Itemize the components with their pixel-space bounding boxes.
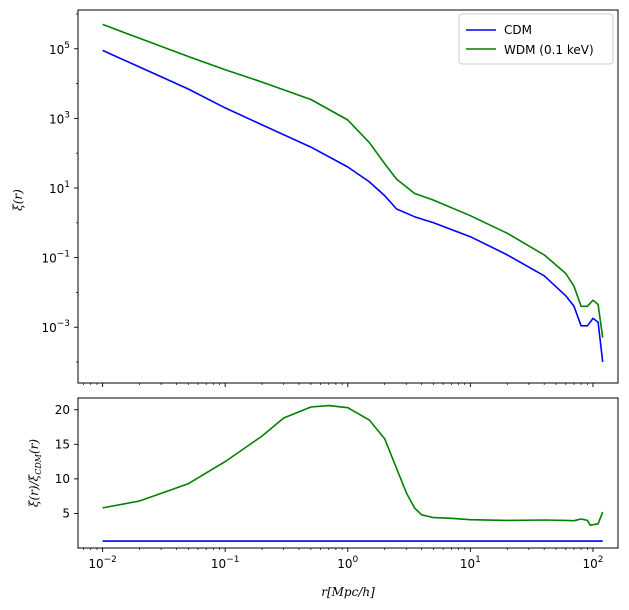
- bottom-y-tick-label: 20: [55, 403, 70, 417]
- bottom-panel: 10−2 10−1 100 101 102 5 10 15 20 ξ(r)/ξCDM(r) r[…: [27, 397, 619, 599]
- bottom-x-tick-label: 10−1: [211, 555, 240, 571]
- legend-box: [458, 13, 614, 65]
- bottom-x-tick-label: 102: [582, 555, 603, 571]
- bottom-y-tick-label: 5: [62, 506, 70, 520]
- bottom-series-group: [102, 404, 604, 542]
- bottom-y-axis-label-tail: (r): [27, 439, 41, 454]
- top-y-tick-label: 10−3: [41, 319, 70, 335]
- top-cdm-line: [102, 49, 604, 363]
- x-axis-label-r: r: [321, 585, 328, 599]
- bottom-ticks-group: 10−2 10−1 100 101 102 5 10 15 20: [55, 403, 604, 571]
- bottom-x-tick-label: 101: [460, 555, 481, 571]
- bottom-y-axis-label-main: ξ(r)/ξ: [27, 473, 41, 507]
- bottom-y-axis-label: ξ(r)/ξCDM(r): [27, 439, 43, 508]
- top-series-group: [102, 23, 604, 363]
- top-y-tick-label: 103: [49, 110, 70, 126]
- top-ticks-group: 10−3 10−1 101 103 105: [41, 13, 594, 387]
- bottom-x-tick-label: 100: [337, 555, 358, 571]
- bottom-series-2-line: [102, 404, 604, 527]
- x-axis-label-units: [Mpc/h]: [327, 585, 375, 599]
- bottom-y-tick-label: 10: [55, 472, 70, 486]
- top-y-tick-label: 101: [49, 180, 70, 196]
- legend-cdm-label: CDM: [504, 23, 532, 37]
- top-y-axis-label: ξ(r): [11, 189, 25, 211]
- legend-wdm-label: WDM (0.1 keV): [504, 43, 594, 57]
- bottom-y-axis-label-sub: CDM: [34, 453, 43, 475]
- x-axis-label: r[Mpc/h]: [321, 585, 375, 599]
- top-panel: 10−3 10−1 101 103 105 CDM WDM (0.1 keV) ξ(r): [11, 9, 619, 387]
- top-wdm-0-1-kev-line: [102, 23, 604, 338]
- top-y-tick-label: 105: [49, 41, 70, 57]
- legend: CDM WDM (0.1 keV): [458, 13, 614, 65]
- bottom-y-tick-label: 15: [55, 437, 70, 451]
- top-y-tick-label: 10−1: [41, 250, 70, 266]
- bottom-x-tick-label: 10−2: [88, 555, 117, 571]
